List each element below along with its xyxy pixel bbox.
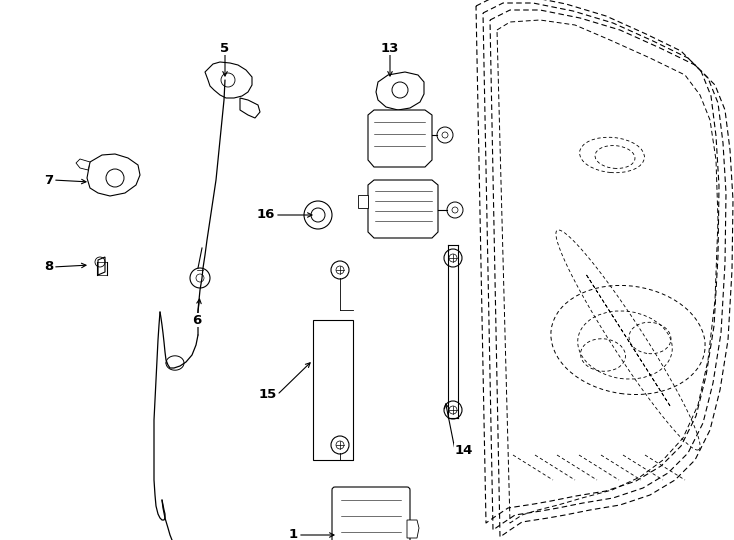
Polygon shape — [87, 154, 140, 196]
Text: 16: 16 — [257, 208, 275, 221]
Polygon shape — [205, 62, 252, 98]
Text: 15: 15 — [259, 388, 277, 402]
Polygon shape — [98, 257, 105, 275]
Text: 6: 6 — [192, 314, 202, 327]
Polygon shape — [376, 72, 424, 110]
Polygon shape — [368, 110, 432, 167]
Text: 13: 13 — [381, 42, 399, 55]
Text: 14: 14 — [455, 443, 473, 456]
Text: 8: 8 — [44, 260, 53, 273]
Polygon shape — [358, 195, 368, 208]
Text: 5: 5 — [220, 42, 230, 55]
Polygon shape — [76, 159, 90, 170]
Polygon shape — [240, 98, 260, 118]
FancyBboxPatch shape — [332, 487, 410, 540]
Text: 1: 1 — [289, 529, 298, 540]
Polygon shape — [368, 180, 438, 238]
Polygon shape — [407, 520, 419, 538]
Text: 7: 7 — [44, 173, 53, 186]
